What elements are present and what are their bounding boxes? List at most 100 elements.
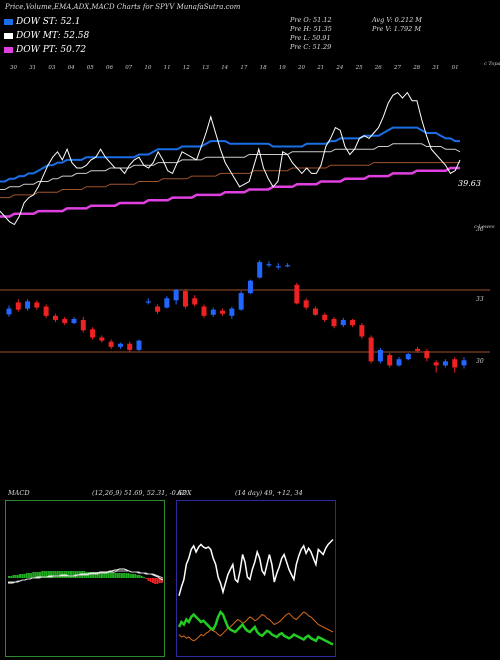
macd-histogram-bar <box>149 578 152 582</box>
candle-body <box>62 318 68 324</box>
legend-swatch-blue <box>4 18 13 25</box>
stat-pre-open: Pre O: 51.12 <box>290 16 332 24</box>
candle-body <box>424 350 430 359</box>
candle-body <box>387 355 393 366</box>
macd-histogram-bar <box>25 573 28 578</box>
candle-body <box>25 301 31 309</box>
legend-swatch-magenta <box>4 46 13 53</box>
plus-di-line <box>177 609 334 646</box>
candle-body <box>340 319 346 326</box>
macd-histogram-bar <box>39 572 41 578</box>
macd-histogram-bar <box>10 576 13 578</box>
adx-frame <box>176 500 336 657</box>
macd-histogram-bar <box>52 571 55 578</box>
x-tick-label: 04 <box>68 65 75 71</box>
candle-body <box>164 298 170 308</box>
ema-lt-line <box>0 162 460 199</box>
candle-body <box>312 308 318 315</box>
stat-pre-volume: Pre V: 1.792 M <box>372 25 422 33</box>
ema-mt-line <box>0 143 461 190</box>
macd-params: (12,26,9) 51.69, 52.31, -0.62 <box>92 489 187 497</box>
candle-body <box>43 306 49 316</box>
x-tick-label: 06 <box>106 65 113 71</box>
candle-body <box>99 337 105 341</box>
candle-body <box>303 300 309 308</box>
adx-panel <box>176 500 336 657</box>
legend-dow-pt: DOW PT: 50.72 <box>4 45 86 55</box>
macd-histogram-bar <box>30 573 33 578</box>
macd-histogram-bar <box>89 572 92 578</box>
macd-histogram-bar <box>151 578 154 583</box>
candle-body <box>34 302 40 308</box>
candle-body <box>220 310 226 314</box>
legend-dow-mt-label: DOW MT: 52.58 <box>16 31 90 41</box>
x-tick-label: 19 <box>279 65 286 71</box>
candle-body <box>415 348 421 351</box>
candle-body <box>15 302 21 310</box>
legend-dow-st: DOW ST: 52.1 <box>4 17 81 27</box>
macd-histogram-bar <box>27 573 30 578</box>
candle-body <box>377 349 383 362</box>
candle-body <box>461 360 467 366</box>
ema-st-line <box>0 126 460 183</box>
macd-histogram-bar <box>129 574 132 578</box>
chart-title: Price,Volume,EMA,ADX,MACD Charts for SPY… <box>5 3 241 11</box>
macd-histogram-bar <box>8 576 10 578</box>
candle-body <box>294 284 300 304</box>
candle-body <box>257 262 263 278</box>
macd-histogram-bar <box>138 575 141 578</box>
x-tick-label: 27 <box>393 65 401 71</box>
macd-histogram-bar <box>70 571 72 578</box>
macd-histogram-bar <box>127 573 130 578</box>
macd-histogram-bar <box>158 578 161 583</box>
macd-signal-line <box>8 570 164 583</box>
macd-histogram-bar <box>65 571 68 578</box>
macd-histogram-bar <box>140 576 143 578</box>
macd-histogram-bar <box>21 574 24 578</box>
macd-label: MACD <box>8 489 30 497</box>
macd-histogram-bar <box>132 574 134 578</box>
macd-histogram-bar <box>43 571 46 578</box>
candle-body <box>210 309 216 315</box>
macd-histogram-bar <box>16 575 19 578</box>
candle-body <box>452 359 458 368</box>
macd-histogram-bar <box>125 573 128 578</box>
x-tick-label: 26 <box>374 65 382 71</box>
candle-body <box>90 329 96 338</box>
x-tick-label: 12 <box>183 65 190 71</box>
stat-pre-close: Pre C: 51.29 <box>290 43 332 51</box>
candle-body <box>266 264 272 266</box>
macd-histogram-bar <box>34 572 37 578</box>
macd-histogram-bar <box>92 572 95 578</box>
macd-histogram-bar <box>67 571 70 578</box>
macd-histogram-bar <box>136 575 139 578</box>
x-tick-label: 07 <box>125 65 132 71</box>
macd-histogram-bar <box>12 575 15 578</box>
candle-body <box>145 301 151 303</box>
macd-histogram-bar <box>112 572 115 578</box>
adx-label: ADX <box>177 489 192 497</box>
x-tick-label: 11 <box>164 65 171 71</box>
candle-body <box>182 291 188 307</box>
level-label: 33 <box>476 296 484 303</box>
macd-histogram-bar <box>109 572 112 578</box>
candle-body <box>275 266 281 268</box>
macd-histogram-bar <box>154 578 157 584</box>
macd-histogram-bar <box>134 574 137 578</box>
price-value-label: 39.63 <box>458 179 481 188</box>
candle-body <box>368 337 374 362</box>
macd-histogram-bar <box>72 571 75 578</box>
x-tick-label: 05 <box>87 65 94 71</box>
candle-body <box>359 325 365 337</box>
candle-body <box>6 308 12 315</box>
candle-body <box>117 343 123 347</box>
macd-histogram-bar <box>58 571 61 578</box>
candle-body <box>173 290 179 301</box>
stat-pre-high: Pre H: 51.35 <box>290 25 332 33</box>
candle-body <box>322 314 328 320</box>
macd-histogram-bar <box>23 574 26 578</box>
candle-body <box>433 362 439 366</box>
candle-body <box>350 319 356 326</box>
x-tick-label: 28 <box>412 65 420 71</box>
x-tick-label: 30 <box>10 65 17 71</box>
